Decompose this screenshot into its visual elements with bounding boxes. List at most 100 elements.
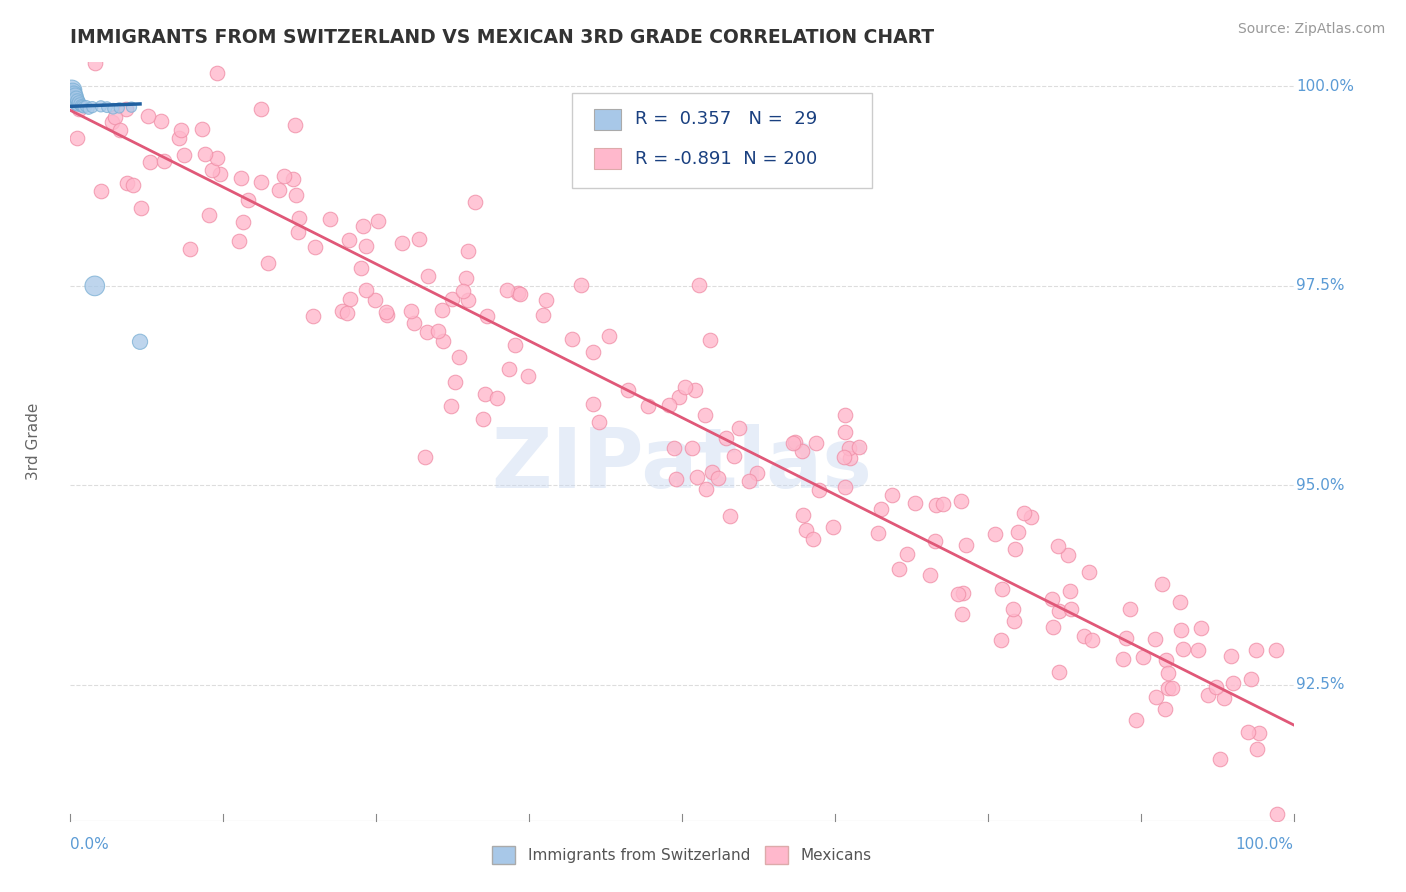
- Point: [561, 333, 583, 347]
- Text: 100.0%: 100.0%: [1236, 837, 1294, 852]
- Point: [1004, 542, 1026, 557]
- Point: [194, 147, 217, 161]
- Point: [637, 400, 659, 414]
- Point: [714, 432, 737, 446]
- Point: [62, 94, 84, 108]
- Point: [336, 305, 359, 319]
- FancyBboxPatch shape: [572, 93, 872, 187]
- Text: 3rd Grade: 3rd Grade: [27, 403, 41, 480]
- Point: [115, 177, 138, 191]
- Text: IMMIGRANTS FROM SWITZERLAND VS MEXICAN 3RD GRADE CORRELATION CHART: IMMIGRANTS FROM SWITZERLAND VS MEXICAN 3…: [70, 28, 935, 47]
- Point: [1156, 653, 1178, 667]
- Point: [167, 131, 190, 145]
- Point: [236, 194, 259, 208]
- Point: [228, 235, 250, 249]
- Point: [339, 292, 361, 306]
- Point: [150, 29, 173, 43]
- Point: [472, 412, 495, 426]
- Point: [1112, 652, 1135, 666]
- Point: [96, 100, 118, 114]
- Point: [408, 232, 430, 246]
- Point: [77, 102, 100, 116]
- Point: [108, 101, 131, 115]
- Point: [65, 97, 87, 112]
- Point: [90, 185, 112, 199]
- Point: [569, 277, 592, 292]
- Point: [136, 110, 159, 124]
- Point: [364, 293, 387, 308]
- Point: [503, 337, 526, 351]
- Point: [415, 325, 437, 339]
- Point: [66, 97, 89, 112]
- Text: R = -0.891  N = 200: R = -0.891 N = 200: [636, 150, 818, 168]
- Point: [60, 87, 83, 102]
- Point: [1171, 642, 1194, 657]
- Point: [1197, 688, 1219, 702]
- Point: [70, 98, 93, 112]
- Point: [201, 163, 224, 178]
- Point: [686, 470, 709, 484]
- Point: [457, 293, 479, 308]
- Point: [121, 100, 143, 114]
- Point: [319, 212, 342, 227]
- Point: [681, 441, 703, 455]
- Point: [688, 278, 710, 293]
- Point: [1267, 806, 1289, 821]
- Point: [122, 178, 145, 192]
- Point: [683, 383, 706, 397]
- Point: [84, 55, 107, 70]
- Point: [728, 421, 751, 435]
- Point: [1073, 629, 1095, 643]
- Point: [284, 118, 307, 132]
- Point: [83, 279, 105, 293]
- Point: [991, 582, 1014, 596]
- Point: [617, 383, 640, 397]
- Point: [665, 472, 688, 486]
- Point: [432, 334, 454, 349]
- Point: [454, 271, 477, 285]
- Point: [782, 435, 804, 450]
- Point: [79, 4, 101, 19]
- Point: [62, 85, 84, 99]
- Point: [443, 376, 465, 390]
- Text: ZIPatlas: ZIPatlas: [492, 424, 872, 505]
- Point: [1160, 681, 1182, 695]
- Point: [67, 102, 90, 116]
- Point: [834, 480, 856, 494]
- Point: [477, 309, 499, 323]
- Point: [1081, 632, 1104, 647]
- Point: [67, 95, 90, 110]
- Point: [205, 66, 228, 80]
- Point: [517, 368, 540, 383]
- Point: [990, 633, 1012, 648]
- Point: [848, 440, 870, 454]
- Point: [69, 97, 91, 112]
- Point: [205, 151, 228, 165]
- Point: [1046, 539, 1069, 553]
- Point: [1187, 643, 1209, 657]
- Point: [531, 309, 554, 323]
- Point: [1265, 642, 1288, 657]
- Point: [60, 83, 83, 97]
- Point: [399, 303, 422, 318]
- Point: [1002, 601, 1025, 615]
- Point: [1007, 524, 1029, 539]
- Point: [582, 397, 605, 411]
- Point: [198, 208, 221, 222]
- Point: [101, 102, 124, 116]
- Point: [695, 482, 717, 496]
- Point: [598, 329, 620, 343]
- Point: [1077, 565, 1099, 579]
- Point: [232, 215, 254, 229]
- Point: [304, 240, 326, 254]
- Point: [208, 167, 231, 181]
- Point: [352, 219, 374, 233]
- Point: [1220, 649, 1243, 664]
- Point: [337, 233, 360, 247]
- Point: [302, 309, 325, 323]
- Point: [451, 284, 474, 298]
- Point: [65, 91, 87, 105]
- FancyBboxPatch shape: [593, 109, 621, 130]
- Point: [925, 498, 948, 512]
- Point: [887, 562, 910, 576]
